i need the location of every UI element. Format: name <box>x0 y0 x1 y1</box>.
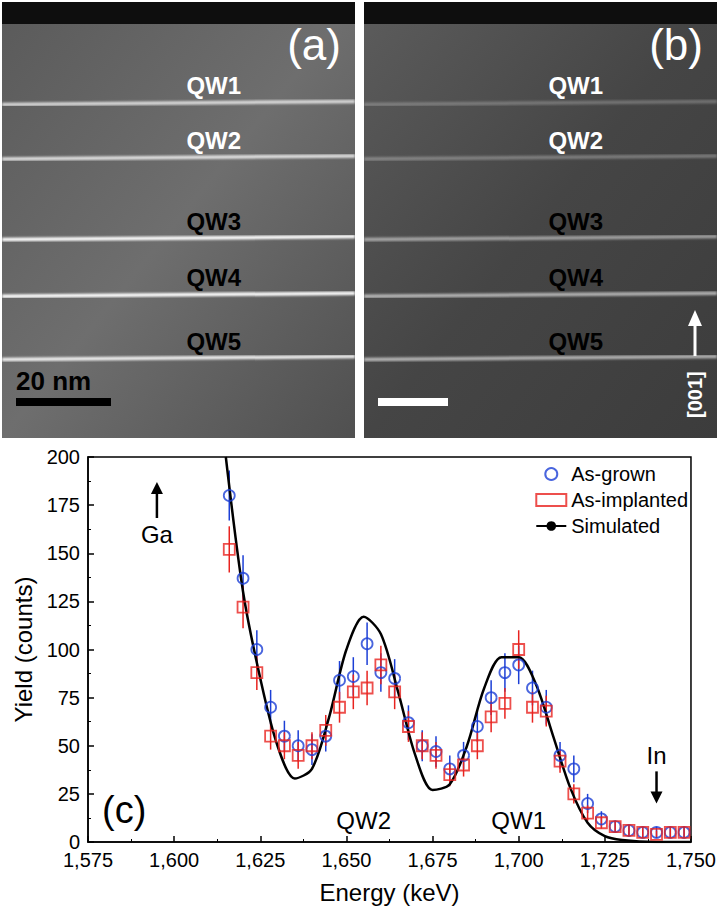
svg-text:Yield (counts): Yield (counts) <box>10 577 37 723</box>
svg-text:25: 25 <box>58 783 80 805</box>
svg-text:1,600: 1,600 <box>149 849 199 871</box>
svg-text:QW3: QW3 <box>186 208 241 235</box>
svg-text:In: In <box>647 742 667 769</box>
svg-text:QW5: QW5 <box>548 328 603 355</box>
svg-text:0: 0 <box>68 831 80 853</box>
svg-text:(b): (b) <box>649 20 703 69</box>
svg-text:100: 100 <box>47 639 80 661</box>
svg-text:175: 175 <box>47 494 80 516</box>
svg-text:20 nm: 20 nm <box>16 366 91 396</box>
svg-text:QW3: QW3 <box>548 208 603 235</box>
svg-text:As-grown: As-grown <box>571 463 655 485</box>
svg-text:1,625: 1,625 <box>235 849 285 871</box>
svg-text:QW5: QW5 <box>186 328 241 355</box>
svg-text:QW2: QW2 <box>186 127 241 154</box>
svg-text:1,675: 1,675 <box>408 849 458 871</box>
svg-text:Energy (keV): Energy (keV) <box>319 879 459 906</box>
svg-text:1,575: 1,575 <box>63 849 113 871</box>
svg-text:1,725: 1,725 <box>580 849 630 871</box>
svg-text:125: 125 <box>47 590 80 612</box>
svg-text:1,650: 1,650 <box>321 849 371 871</box>
svg-text:1,750: 1,750 <box>666 849 716 871</box>
svg-text:75: 75 <box>58 687 80 709</box>
svg-text:(a): (a) <box>287 20 341 69</box>
svg-text:Simulated: Simulated <box>571 515 660 537</box>
svg-text:150: 150 <box>47 542 80 564</box>
svg-text:QW2: QW2 <box>336 807 391 834</box>
svg-text:QW4: QW4 <box>548 264 603 291</box>
svg-text:QW1: QW1 <box>491 807 546 834</box>
svg-text:1,700: 1,700 <box>494 849 544 871</box>
svg-text:QW1: QW1 <box>186 72 241 99</box>
svg-text:As-implanted: As-implanted <box>571 489 688 511</box>
svg-text:Ga: Ga <box>141 521 174 548</box>
svg-text:QW2: QW2 <box>548 127 603 154</box>
svg-text:[001]: [001] <box>684 371 706 418</box>
svg-text:QW4: QW4 <box>186 264 241 291</box>
svg-text:QW1: QW1 <box>548 72 603 99</box>
svg-text:200: 200 <box>47 446 80 468</box>
svg-text:50: 50 <box>58 735 80 757</box>
svg-text:(c): (c) <box>102 789 146 831</box>
